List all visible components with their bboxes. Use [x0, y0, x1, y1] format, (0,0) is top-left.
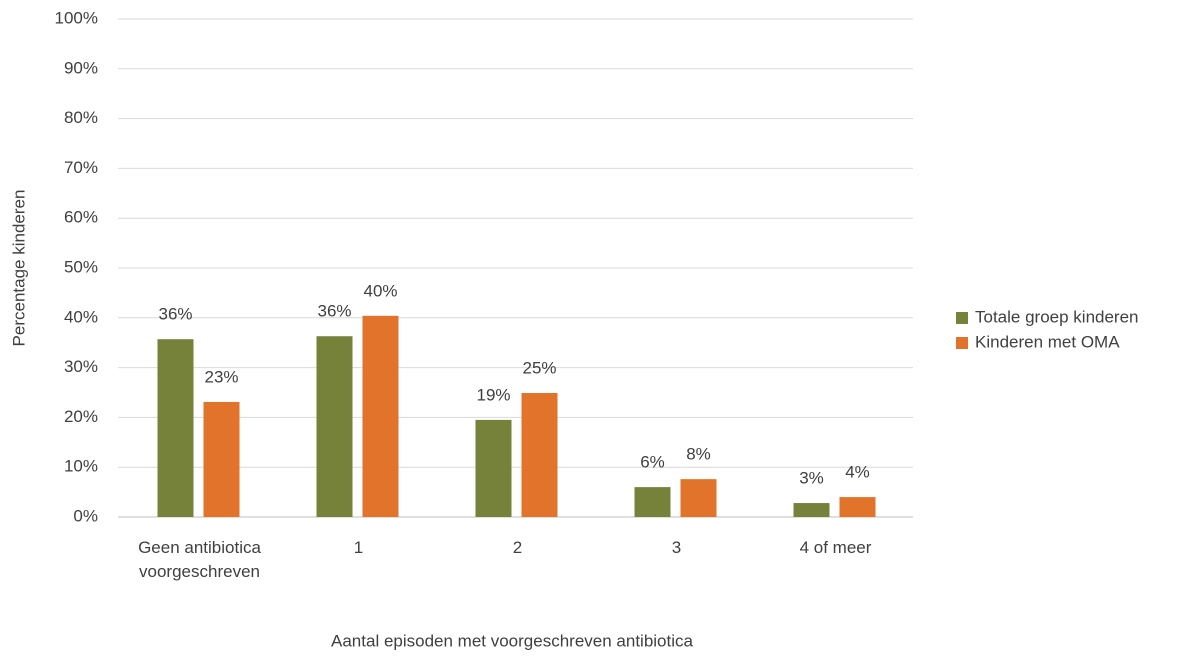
legend-swatch — [956, 312, 968, 324]
x-axis-title: Aantal episoden met voorgeschreven antib… — [331, 631, 693, 650]
y-tick-label: 80% — [64, 108, 98, 127]
bar — [362, 315, 399, 517]
y-tick-label: 10% — [64, 457, 98, 476]
y-tick-label: 0% — [73, 506, 98, 525]
y-tick-label: 50% — [64, 257, 98, 276]
data-label: 3% — [799, 469, 824, 488]
y-tick-label: 60% — [64, 208, 98, 227]
data-label: 36% — [317, 302, 351, 321]
bar — [157, 339, 194, 517]
bar — [680, 479, 717, 517]
data-label: 40% — [363, 281, 397, 300]
y-axis-title: Percentage kinderen — [9, 190, 28, 347]
data-label: 36% — [158, 305, 192, 324]
legend-label: Kinderen met OMA — [975, 332, 1120, 351]
y-tick-label: 40% — [64, 307, 98, 326]
y-tick-label: 30% — [64, 357, 98, 376]
bar — [839, 497, 876, 517]
bar — [521, 392, 558, 517]
data-label: 4% — [845, 463, 870, 482]
data-label: 6% — [640, 453, 665, 472]
y-tick-label: 90% — [64, 58, 98, 77]
y-tick-label: 70% — [64, 158, 98, 177]
data-label: 19% — [476, 385, 510, 404]
bar — [634, 487, 671, 517]
x-tick-label: 1 — [353, 538, 364, 557]
data-label: 8% — [686, 445, 711, 464]
bar — [475, 419, 512, 517]
bar — [316, 336, 353, 517]
bar — [793, 503, 830, 517]
x-tick-label: 4 of meer — [799, 538, 872, 557]
data-label: 25% — [522, 358, 556, 377]
x-tick-label: 3 — [671, 538, 682, 557]
y-tick-label: 20% — [64, 407, 98, 426]
legend-swatch — [956, 337, 968, 349]
y-tick-label: 100% — [55, 8, 98, 27]
data-label: 23% — [204, 367, 238, 386]
x-tick-label: 2 — [512, 538, 523, 557]
legend-label: Totale groep kinderen — [975, 307, 1139, 326]
x-tick-label: Geen antibiotica voorgeschreven — [138, 538, 261, 581]
bar — [203, 401, 240, 517]
